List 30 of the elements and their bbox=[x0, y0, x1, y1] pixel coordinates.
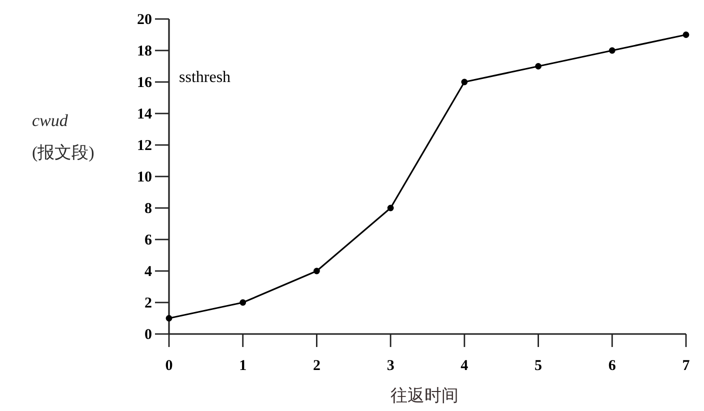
point bbox=[387, 204, 394, 212]
y-tick-label: 4 bbox=[144, 264, 152, 280]
point bbox=[608, 47, 616, 54]
x-tick-label: 7 bbox=[682, 358, 690, 374]
point bbox=[461, 78, 468, 86]
y-tick-label: 18 bbox=[137, 44, 152, 60]
y-tick-label: 0 bbox=[144, 327, 152, 343]
y-tick-label: 16 bbox=[137, 75, 152, 91]
x-tick-label: 0 bbox=[165, 358, 173, 374]
x-tick-label: 3 bbox=[386, 358, 394, 374]
x-axis-title: 往返时间 bbox=[390, 386, 458, 405]
y-tick-label: 14 bbox=[137, 106, 152, 122]
y-axis-title: cwud (报文段) bbox=[32, 111, 94, 162]
point bbox=[314, 268, 320, 274]
annotation: ssthresh bbox=[179, 69, 231, 86]
y-tick-label: 12 bbox=[137, 138, 152, 154]
point bbox=[535, 63, 542, 70]
y-tick-label: 20 bbox=[137, 12, 152, 28]
x-tick-label: 4 bbox=[460, 358, 469, 374]
y-tick-label: 8 bbox=[144, 201, 152, 217]
x-tick-label: 2 bbox=[312, 358, 320, 374]
point bbox=[166, 315, 172, 322]
y-tick-label: 6 bbox=[144, 232, 152, 248]
x-tick-label: 6 bbox=[608, 358, 616, 374]
point bbox=[682, 32, 690, 38]
x-tick-label: 1 bbox=[239, 358, 247, 374]
y-tick-label: 10 bbox=[137, 170, 152, 186]
x-tick-label: 5 bbox=[534, 358, 542, 374]
y-tick-label: 2 bbox=[144, 296, 152, 312]
point bbox=[240, 299, 246, 306]
